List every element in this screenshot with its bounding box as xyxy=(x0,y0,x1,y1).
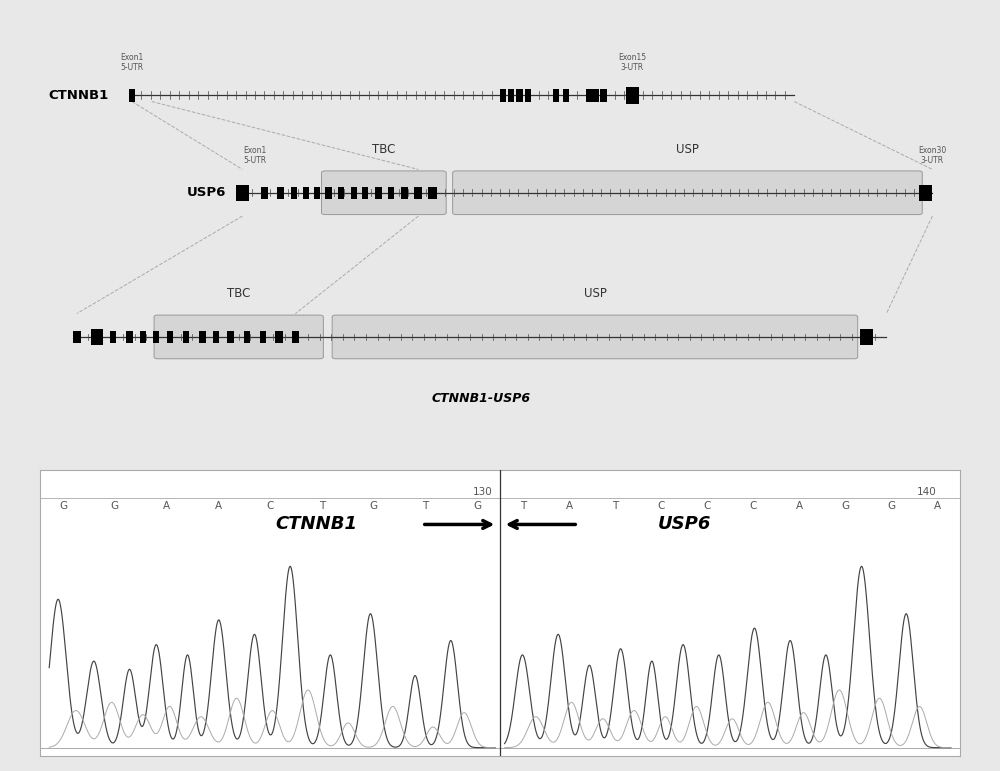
Text: USP: USP xyxy=(584,287,606,300)
Text: A: A xyxy=(163,501,170,511)
Bar xyxy=(325,187,332,199)
Bar xyxy=(291,187,297,199)
Text: C: C xyxy=(657,501,665,511)
Text: 140: 140 xyxy=(917,487,937,497)
Text: C: C xyxy=(703,501,711,511)
Bar xyxy=(73,331,81,343)
Text: A: A xyxy=(795,501,803,511)
Text: USP6: USP6 xyxy=(186,187,226,199)
Text: CTNNB1: CTNNB1 xyxy=(49,89,109,102)
FancyBboxPatch shape xyxy=(322,171,446,214)
Text: A: A xyxy=(933,501,941,511)
Text: TBC: TBC xyxy=(372,143,396,156)
Text: T: T xyxy=(319,501,325,511)
Bar xyxy=(227,331,234,343)
Text: G: G xyxy=(111,501,119,511)
Bar xyxy=(338,187,344,199)
Text: TBC: TBC xyxy=(227,287,250,300)
Text: C: C xyxy=(266,501,274,511)
Bar xyxy=(314,187,320,199)
Bar xyxy=(183,331,189,343)
Bar xyxy=(500,89,506,102)
Text: CTNNB1: CTNNB1 xyxy=(275,516,357,534)
Bar xyxy=(428,187,437,199)
Bar xyxy=(275,331,283,343)
Bar xyxy=(586,89,592,102)
Bar xyxy=(401,187,408,199)
Bar xyxy=(260,331,266,343)
Bar xyxy=(110,331,116,343)
Text: A: A xyxy=(565,501,573,511)
FancyBboxPatch shape xyxy=(332,315,858,359)
Text: USP: USP xyxy=(676,143,699,156)
Bar xyxy=(167,331,173,343)
Bar xyxy=(375,187,382,199)
Text: G: G xyxy=(841,501,849,511)
Bar xyxy=(126,331,133,343)
Text: T: T xyxy=(520,501,526,511)
Bar xyxy=(508,89,514,102)
Bar xyxy=(525,89,531,102)
Text: T: T xyxy=(612,501,618,511)
Bar xyxy=(292,331,299,343)
Text: Exon15
3-UTR: Exon15 3-UTR xyxy=(618,53,646,72)
Bar xyxy=(91,329,103,345)
Bar xyxy=(600,89,607,102)
FancyBboxPatch shape xyxy=(154,315,323,359)
Bar xyxy=(261,187,268,199)
Text: Exon30
3-UTR: Exon30 3-UTR xyxy=(918,146,947,165)
Bar xyxy=(129,89,135,102)
Text: Exon1
5-UTR: Exon1 5-UTR xyxy=(243,146,266,165)
Text: 130: 130 xyxy=(473,487,493,497)
Bar xyxy=(516,89,523,102)
Text: Exon1
5-UTR: Exon1 5-UTR xyxy=(120,53,144,72)
Bar xyxy=(303,187,309,199)
Text: T: T xyxy=(422,501,428,511)
Text: G: G xyxy=(473,501,481,511)
Text: C: C xyxy=(749,501,757,511)
Text: A: A xyxy=(215,501,222,511)
Bar xyxy=(626,86,639,103)
Bar xyxy=(244,331,250,343)
Text: CTNNB1-USP6: CTNNB1-USP6 xyxy=(432,392,531,405)
Text: G: G xyxy=(59,501,67,511)
Bar xyxy=(414,187,422,199)
Bar xyxy=(388,187,394,199)
Bar xyxy=(351,187,357,199)
Bar xyxy=(236,185,249,200)
Bar xyxy=(592,89,599,102)
Bar xyxy=(140,331,146,343)
Text: G: G xyxy=(369,501,378,511)
Bar xyxy=(362,187,368,199)
Bar xyxy=(860,329,873,345)
Bar xyxy=(553,89,559,102)
Bar xyxy=(199,331,206,343)
Bar xyxy=(213,331,219,343)
Bar xyxy=(563,89,569,102)
Bar xyxy=(153,331,159,343)
FancyBboxPatch shape xyxy=(453,171,922,214)
Bar xyxy=(919,185,932,200)
Text: G: G xyxy=(887,501,895,511)
Bar xyxy=(277,187,284,199)
Text: USP6: USP6 xyxy=(657,516,711,534)
